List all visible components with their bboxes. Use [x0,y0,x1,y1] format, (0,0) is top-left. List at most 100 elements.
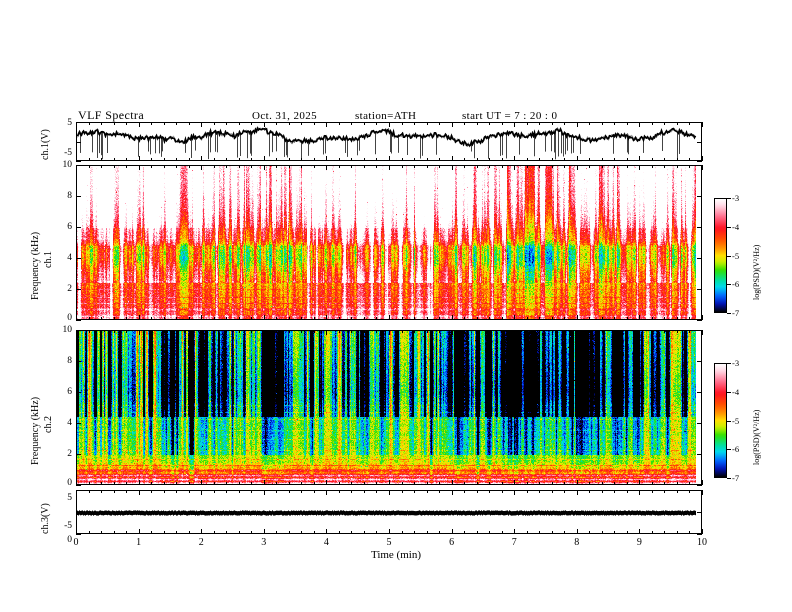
axis-tick [326,315,327,320]
ch1-ytick-neg5: -5 [64,148,72,158]
axis-tick [339,330,340,333]
axis-tick [264,490,265,495]
axis-tick [589,122,590,125]
axis-tick [101,482,102,485]
axis-tick [527,330,528,333]
axis-tick [614,317,615,320]
axis-tick [414,490,415,493]
axis-tick [76,320,81,321]
axis-tick [439,317,440,320]
axis-tick [664,317,665,320]
axis-tick [301,317,302,320]
axis-tick [697,227,702,228]
axis-tick [627,317,628,320]
axis-tick [101,165,102,168]
axis-tick [214,330,215,333]
axis-tick [289,490,290,493]
axis-tick [539,482,540,485]
axis-tick [677,165,678,168]
axis-tick [697,534,702,535]
axis-tick [452,480,453,485]
axis-tick [402,490,403,493]
colorbar-tick-mark [727,391,731,393]
axis-tick [539,158,540,161]
x-tick-label: 5 [386,537,392,548]
axis-tick [289,482,290,485]
axis-tick [89,122,90,125]
axis-tick [652,330,653,333]
axis-tick [276,122,277,125]
colorbar-tick-mark [727,226,731,228]
ch3-ytick-0: 0 [67,535,72,545]
axis-tick [339,165,340,168]
axis-tick [389,490,390,495]
axis-tick [439,330,440,333]
axis-tick [76,392,81,393]
axis-tick [697,330,702,331]
axis-tick [314,531,315,534]
axis-tick [189,158,190,161]
axis-tick [652,490,653,493]
axis-tick [402,531,403,534]
axis-tick [427,158,428,161]
axis-tick [289,165,290,168]
axis-tick [514,490,515,495]
ch1-ytick-10: 10 [62,160,73,170]
axis-tick [697,165,702,166]
axis-tick [589,531,590,534]
axis-tick [414,158,415,161]
axis-tick [126,317,127,320]
axis-tick [564,122,565,125]
axis-tick [627,165,628,168]
axis-tick [89,158,90,161]
axis-tick [339,482,340,485]
axis-tick [301,482,302,485]
axis-tick [697,392,702,393]
axis-tick [439,482,440,485]
axis-tick [689,122,690,125]
axis-tick [139,490,140,495]
axis-tick [326,529,327,534]
axis-tick [464,158,465,161]
axis-tick [589,165,590,168]
ch3-ytick-neg5: -5 [64,521,72,531]
axis-tick [239,165,240,168]
axis-tick [239,122,240,125]
axis-tick [76,142,81,143]
axis-tick [489,482,490,485]
axis-tick [402,330,403,333]
axis-tick [251,317,252,320]
axis-tick [477,490,478,493]
axis-tick [452,165,453,170]
axis-tick [697,196,702,197]
axis-tick [602,317,603,320]
axis-tick [514,122,515,127]
axis-tick [627,330,628,333]
axis-tick [276,165,277,168]
axis-tick [76,156,77,161]
axis-tick [201,330,202,335]
ch3-ytick-5: 5 [67,493,72,503]
axis-tick [614,330,615,333]
axis-tick [189,531,190,534]
axis-tick [76,454,81,455]
axis-tick [189,122,190,125]
axis-tick [439,490,440,493]
axis-tick [402,165,403,168]
axis-tick [276,482,277,485]
axis-tick [239,317,240,320]
colorbar-tick: -3 [732,358,740,368]
colorbar-tick: -4 [732,221,740,232]
axis-tick [577,156,578,161]
axis-tick [689,482,690,485]
axis-tick [627,158,628,161]
axis-tick [527,531,528,534]
ch2-ytick-4: 4 [67,418,72,428]
axis-tick [427,165,428,168]
axis-tick [502,482,503,485]
axis-tick [339,317,340,320]
axis-tick [89,490,90,493]
axis-tick [577,490,578,495]
axis-tick [652,531,653,534]
